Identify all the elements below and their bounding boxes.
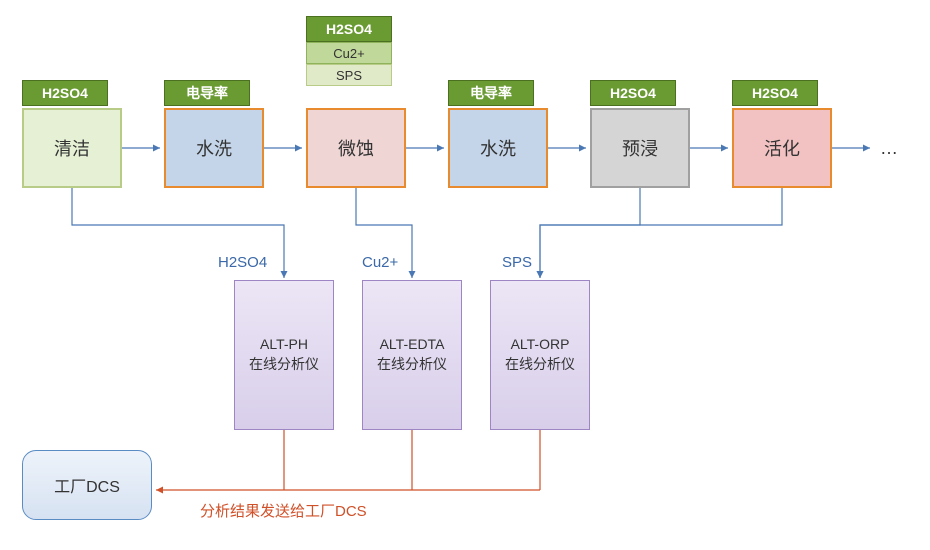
- analyzer-box-a1: ALT-PH 在线分析仪: [234, 280, 334, 430]
- dcs-box: 工厂DCS: [22, 450, 152, 520]
- analyzer-title: ALT-ORP: [511, 336, 570, 352]
- flow-label-0: H2SO4: [218, 254, 267, 271]
- analyzer-title: ALT-EDTA: [380, 336, 445, 352]
- process-box-p1: 清洁: [22, 108, 122, 188]
- process-box-p4: 水洗: [448, 108, 548, 188]
- process-box-p5: 预浸: [590, 108, 690, 188]
- flow-label-1: Cu2+: [362, 254, 398, 271]
- diagram-canvas: H2SO4电导率H2SO4电导率H2SO4H2SO4Cu2+SPS清洁水洗微蚀水…: [0, 0, 930, 550]
- process-box-p3: 微蚀: [306, 108, 406, 188]
- sub-tag-1: SPS: [306, 64, 392, 86]
- header-tag-t6: H2SO4: [732, 80, 818, 106]
- header-tag-t4: 电导率: [448, 80, 534, 106]
- header-tag-t3: H2SO4: [306, 16, 392, 42]
- header-tag-t5: H2SO4: [590, 80, 676, 106]
- header-tag-t2: 电导率: [164, 80, 250, 106]
- continuation-ellipsis: …: [880, 138, 898, 159]
- analyzer-sub: 在线分析仪: [505, 356, 575, 372]
- flow-label-2: SPS: [502, 254, 532, 271]
- analyzer-box-a2: ALT-EDTA 在线分析仪: [362, 280, 462, 430]
- header-tag-t1: H2SO4: [22, 80, 108, 106]
- sub-tag-0: Cu2+: [306, 42, 392, 64]
- analyzer-sub: 在线分析仪: [249, 356, 319, 372]
- analyzer-title: ALT-PH: [260, 336, 308, 352]
- process-box-p2: 水洗: [164, 108, 264, 188]
- process-box-p6: 活化: [732, 108, 832, 188]
- result-label: 分析结果发送给工厂DCS: [200, 500, 367, 521]
- analyzer-sub: 在线分析仪: [377, 356, 447, 372]
- analyzer-box-a3: ALT-ORP 在线分析仪: [490, 280, 590, 430]
